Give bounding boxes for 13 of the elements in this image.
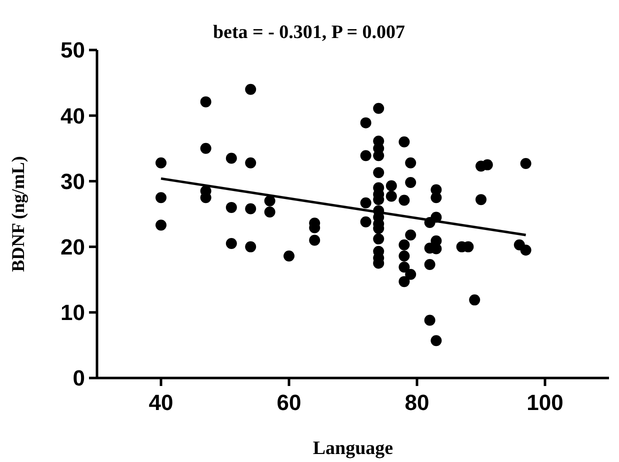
y-tick-label: 20 bbox=[60, 234, 85, 260]
x-tick-label: 40 bbox=[148, 390, 174, 415]
y-tick-label: 50 bbox=[60, 38, 85, 63]
chart-title: beta = - 0.301, P = 0.007 bbox=[212, 22, 406, 43]
y-axis-title: BDNF (ng/mL) bbox=[8, 156, 28, 272]
x-tick-label: 100 bbox=[526, 390, 564, 415]
y-tick-label: 0 bbox=[72, 366, 85, 391]
x-tick-label: 60 bbox=[276, 390, 302, 415]
y-tick-label: 30 bbox=[60, 168, 85, 194]
y-tick-label: 10 bbox=[60, 300, 85, 326]
y-tick-label: 40 bbox=[60, 103, 85, 128]
x-axis-title: Language bbox=[312, 438, 394, 459]
x-tick-label: 80 bbox=[404, 390, 430, 415]
